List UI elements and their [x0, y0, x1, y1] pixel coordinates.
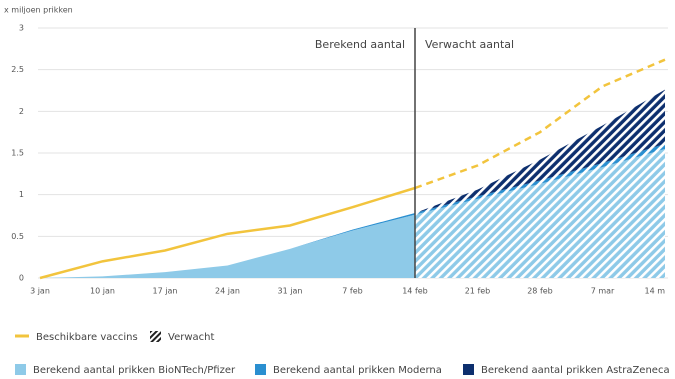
y-tick-label: 3 — [19, 24, 24, 33]
x-tick-label: 24 jan — [215, 287, 240, 296]
x-tick-label: 14 feb — [402, 287, 428, 296]
line-available-expected — [414, 58, 666, 190]
y-tick-label: 1.5 — [11, 149, 24, 158]
x-tick-label: 31 jan — [278, 287, 303, 296]
legend-label: Verwacht — [168, 332, 214, 343]
legend-label: Berekend aantal prikken Moderna — [273, 365, 442, 376]
line-available — [39, 186, 416, 280]
y-tick-label: 1 — [19, 190, 24, 199]
y-axis-label: x miljoen prikken — [4, 6, 73, 15]
legend-label: Beschikbare vaccins — [36, 332, 138, 343]
y-tick-label: 2 — [19, 107, 24, 116]
area-expected — [415, 89, 665, 213]
x-tick-label: 17 jan — [153, 287, 178, 296]
annotation: Berekend aantal — [315, 38, 405, 51]
legend-label: Berekend aantal prikken BioNTech/Pfizer — [33, 365, 236, 376]
legend-swatch — [463, 364, 474, 375]
x-tick-label: 7 feb — [342, 287, 362, 296]
x-tick-label: 3 jan — [30, 287, 50, 296]
legend-swatch — [15, 364, 26, 375]
legend-label: Berekend aantal prikken AstraZeneca — [481, 365, 670, 376]
x-tick-label: 10 jan — [90, 287, 115, 296]
x-tick-label: 28 feb — [527, 287, 553, 296]
area-measured — [40, 214, 415, 278]
y-tick-label: 0.5 — [11, 232, 24, 241]
y-tick-label: 0 — [19, 274, 24, 283]
x-tick-label: 21 feb — [465, 287, 491, 296]
y-tick-label: 2.5 — [11, 65, 24, 74]
area-expected — [415, 143, 665, 215]
area-expected — [415, 148, 665, 278]
x-tick-label: 14 m — [644, 287, 665, 296]
x-tick-label: 7 mar — [591, 287, 615, 296]
legend-swatch — [255, 364, 266, 375]
annotation: Verwacht aantal — [425, 38, 514, 51]
legend-swatch — [150, 331, 161, 342]
